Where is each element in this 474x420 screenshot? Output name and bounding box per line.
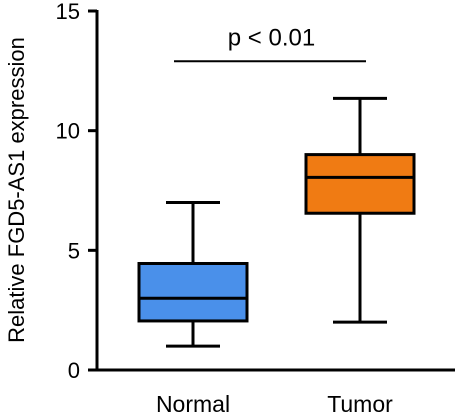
- x-category-label: Tumor: [327, 391, 393, 417]
- y-axis-label: Relative FGD5-AS1 expression: [4, 37, 29, 343]
- y-tick-label: 10: [56, 119, 80, 144]
- box-tumor: [304, 96, 416, 324]
- y-tick-label: 0: [68, 358, 80, 383]
- y-ticks: 0 5 10 15: [56, 0, 97, 383]
- significance-annotation: p < 0.01: [228, 24, 315, 51]
- iqr-box: [304, 153, 416, 215]
- category-labels: Normal Tumor: [156, 391, 393, 417]
- box-normal: [137, 200, 249, 348]
- iqr-box: [137, 261, 249, 323]
- y-tick-label: 15: [56, 0, 80, 24]
- x-category-label: Normal: [156, 391, 230, 417]
- boxes: [137, 96, 416, 348]
- y-tick-label: 5: [68, 238, 80, 263]
